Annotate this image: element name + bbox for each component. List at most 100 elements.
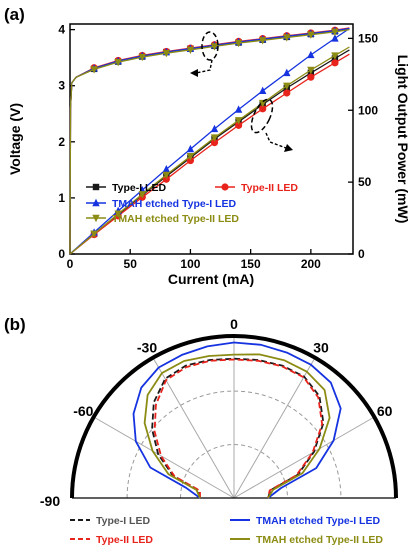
- legend-marker: [92, 214, 100, 223]
- legend-marker: [221, 183, 229, 191]
- panel-b-label: (b): [4, 315, 26, 334]
- polar-spoke: [93, 416, 235, 499]
- polar-angle-label: 0: [230, 316, 238, 332]
- legend-marker: [92, 183, 100, 191]
- power-group-ellipse: [250, 98, 274, 134]
- voltage-arrow-head: [190, 69, 198, 77]
- polar-angle-label: -60: [73, 403, 93, 419]
- power-point-1: [331, 59, 339, 67]
- power-arrow-head: [284, 144, 293, 152]
- voltage-point-3: [186, 46, 195, 55]
- y-axis-ticks: 0 1 2 3 4: [58, 23, 75, 261]
- polar-legend-label: Type-II LED: [96, 534, 153, 546]
- power-point-2: [258, 86, 267, 95]
- power-point-2: [186, 144, 195, 153]
- polar-series-0: [151, 357, 325, 499]
- legend-label: Type-II LED: [241, 182, 298, 194]
- power-point-1: [259, 105, 267, 113]
- y-axis-title: Voltage (V): [7, 103, 23, 175]
- voltage-point-3: [283, 34, 291, 42]
- power-point-3: [210, 134, 219, 142]
- polar-series-layer: [132, 341, 342, 499]
- polar-legend-label: Type-I LED: [96, 515, 150, 527]
- polar-series-1: [153, 358, 323, 499]
- voltage-point-3: [331, 28, 339, 37]
- polar-angle-ticks: -90-60-300306090: [40, 316, 393, 509]
- power-point-1: [210, 138, 219, 147]
- x-tick-label: 100: [180, 257, 200, 271]
- legend-label: Type-I LED: [112, 182, 166, 194]
- series-layer: [69, 26, 350, 255]
- power-point-2: [331, 34, 339, 42]
- legend: Type-I LED Type-II LED TMAH etched Type-I …: [86, 182, 298, 225]
- y2-axis-title: Light Output Power (mW): [395, 55, 410, 224]
- voltage-group-ellipse: [201, 31, 219, 61]
- power-point-3: [234, 117, 243, 125]
- legend-marker: [92, 198, 100, 207]
- power-point-1: [234, 121, 243, 129]
- power-point-2: [234, 105, 243, 113]
- panel-a-label: (a): [4, 5, 25, 24]
- power-point-1: [186, 156, 195, 165]
- x-tick-label: 200: [301, 257, 321, 271]
- power-point-2: [162, 164, 171, 173]
- y-tick-label: 1: [58, 191, 65, 205]
- power-point-3: [138, 191, 146, 199]
- power-point-3: [186, 153, 195, 161]
- voltage-point-3: [138, 53, 146, 62]
- polar-legend-label: TMAH etched Type-II LED: [256, 534, 383, 546]
- y-tick-label: 0: [58, 247, 65, 261]
- x-tick-label: 150: [241, 257, 261, 271]
- polar-angle-label: 60: [377, 403, 393, 419]
- y2-tick-label: 0: [358, 247, 365, 261]
- polar-legend-label: TMAH etched Type-I LED: [256, 515, 380, 527]
- power-point-3: [258, 99, 267, 108]
- polar-spoke: [152, 357, 235, 499]
- power-point-2: [283, 68, 291, 77]
- polar-angle-label: 30: [313, 339, 329, 355]
- polar-spoke: [233, 416, 375, 499]
- x-tick-label: 50: [124, 257, 138, 271]
- power-point-3: [307, 66, 315, 75]
- polar-ring: [126, 390, 342, 499]
- voltage-point-3: [307, 31, 315, 39]
- power-point-3: [162, 171, 171, 180]
- power-point-1: [162, 175, 170, 183]
- y-tick-label: 3: [58, 79, 65, 93]
- power-point-1: [307, 73, 315, 81]
- polar-legend: Type-I LED Type-II LED TMAH etched Type-I …: [70, 515, 383, 546]
- x-axis-title: Current (mA): [168, 271, 254, 287]
- y-tick-label: 4: [58, 23, 65, 37]
- voltage-point-3: [234, 39, 243, 48]
- y2-tick-label: 100: [358, 103, 378, 117]
- power-point-2: [210, 124, 219, 133]
- polar-grid: [70, 334, 398, 499]
- voltage-point-3: [90, 66, 98, 74]
- x-tick-label: 0: [67, 257, 74, 271]
- y2-axis-ticks: 0 50 100 150: [348, 31, 378, 261]
- power-point-3: [283, 82, 291, 91]
- y2-tick-label: 150: [358, 31, 378, 45]
- power-point-3: [90, 230, 98, 239]
- iv-lop-chart: 0 50 100 150 200 0 1 2 3 4 0 50 100 150 Current (mA…: [7, 23, 410, 287]
- polar-ring: [180, 444, 288, 499]
- voltage-point-3: [258, 37, 267, 45]
- voltage-line-3: [69, 28, 350, 255]
- y-tick-label: 2: [58, 135, 65, 149]
- polar-series-3: [143, 353, 331, 499]
- annotations: [190, 31, 293, 152]
- voltage-point-3: [114, 58, 122, 67]
- legend-label: TMAH etched Type-I LED: [112, 198, 236, 210]
- legend-label: TMAH etched Type-II LED: [112, 213, 239, 225]
- voltage-point-3: [162, 49, 171, 58]
- polar-angle-label: -90: [40, 493, 60, 509]
- power-point-3: [331, 52, 339, 60]
- power-point-2: [307, 50, 315, 59]
- voltage-point-3: [210, 43, 219, 51]
- voltage-arrow-line: [195, 59, 213, 74]
- power-point-3: [114, 210, 122, 218]
- power-point-1: [283, 89, 291, 97]
- power-arrow-line: [265, 132, 287, 149]
- y2-tick-label: 50: [358, 175, 372, 189]
